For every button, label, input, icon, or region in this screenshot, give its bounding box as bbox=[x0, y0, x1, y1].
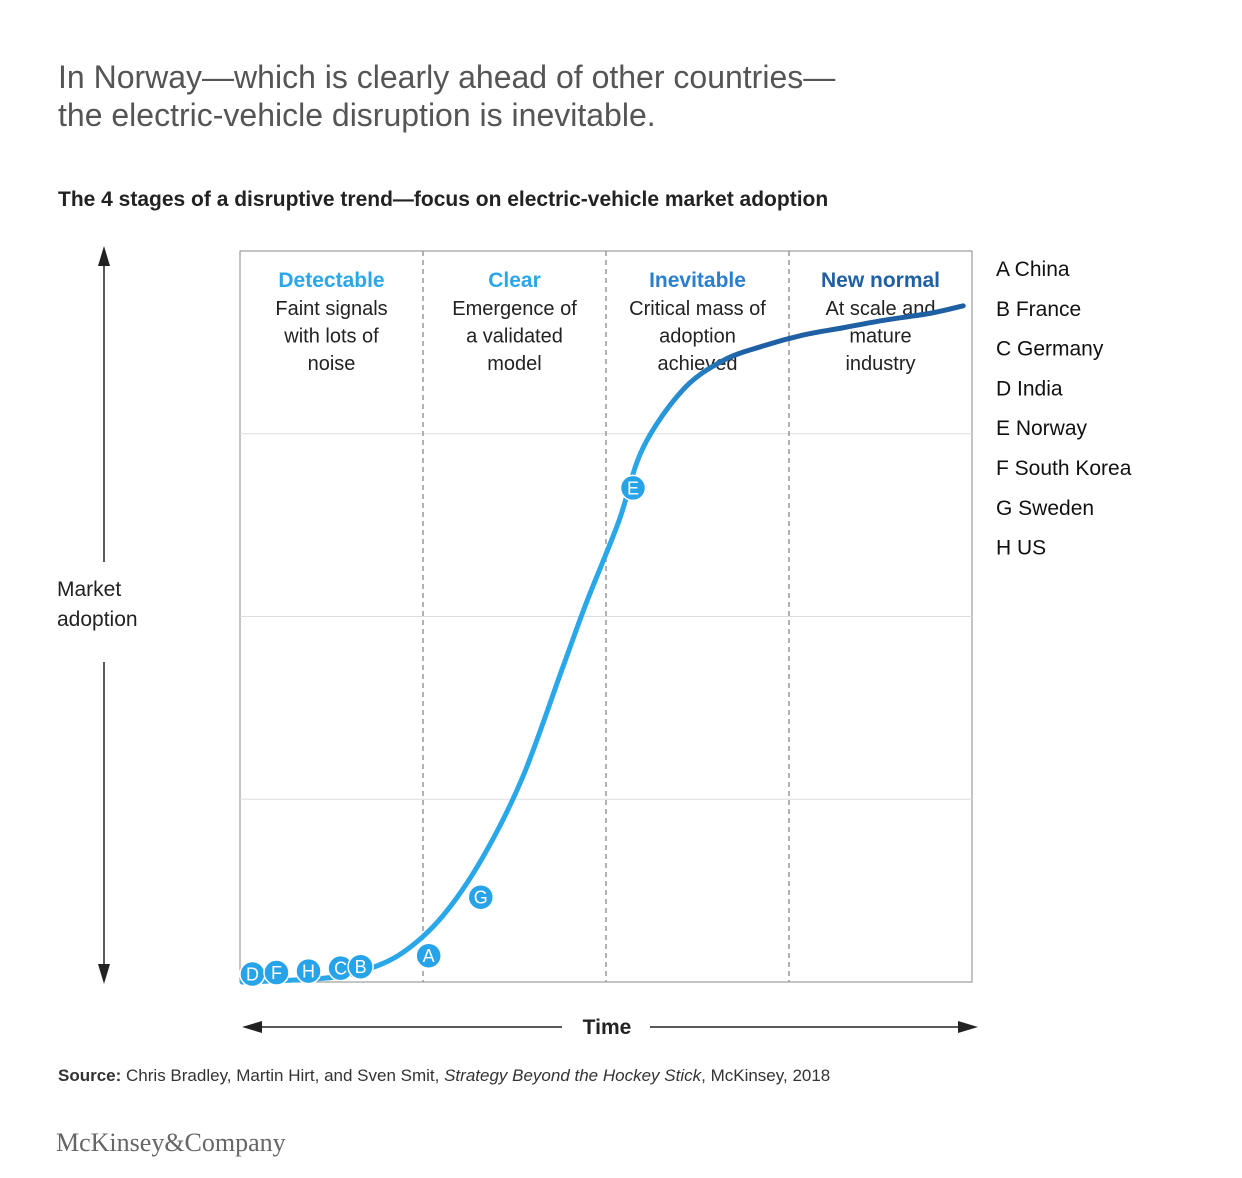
stage-title-3: Inevitable bbox=[649, 269, 746, 292]
adoption-chart: Detectable Faint signals with lots of noise… bbox=[0, 0, 1242, 1060]
stage-title-2: Clear bbox=[488, 269, 541, 292]
stage-desc-2-line-3: model bbox=[487, 353, 541, 375]
marker-label-H: H bbox=[302, 962, 315, 982]
stage-desc-4-line-3: industry bbox=[845, 353, 915, 375]
stage-desc-3-line-1: Critical mass of bbox=[629, 298, 766, 320]
y-axis-arrow-down bbox=[98, 964, 110, 984]
stage-desc-2-line-2: a validated bbox=[466, 326, 563, 348]
marker-label-F: F bbox=[271, 963, 282, 983]
source-rest: , McKinsey, 2018 bbox=[701, 1066, 830, 1085]
source-authors: Chris Bradley, Martin Hirt, and Sven Smi… bbox=[126, 1066, 444, 1085]
legend-item-B: B France bbox=[996, 298, 1081, 321]
y-axis-label-line-1: Market bbox=[57, 578, 121, 601]
x-axis-arrow-right bbox=[958, 1021, 978, 1033]
marker-label-E: E bbox=[627, 478, 639, 498]
stage-desc-2-line-1: Emergence of bbox=[452, 298, 577, 320]
marker-label-D: D bbox=[246, 965, 259, 985]
mckinsey-logo: McKinsey&Company bbox=[56, 1128, 286, 1158]
legend-item-A: A China bbox=[996, 258, 1070, 281]
stage-desc-3-line-2: adoption bbox=[659, 326, 736, 348]
source-book-title: Strategy Beyond the Hockey Stick bbox=[444, 1066, 701, 1085]
stage-desc-1-line-3: noise bbox=[308, 353, 356, 375]
stage-desc-3-line-3: achieved bbox=[657, 353, 737, 375]
marker-label-B: B bbox=[355, 957, 367, 977]
x-axis-arrow-left bbox=[242, 1021, 262, 1033]
source-label: Source: bbox=[58, 1066, 121, 1085]
legend-item-D: D India bbox=[996, 377, 1063, 400]
x-axis-label: Time bbox=[583, 1016, 632, 1039]
stage-title-1: Detectable bbox=[278, 269, 384, 292]
stage-desc-1-line-1: Faint signals bbox=[275, 298, 387, 320]
stage-desc-4-line-2: mature bbox=[849, 326, 911, 348]
adoption-curve bbox=[242, 306, 963, 982]
y-axis-label-line-2: adoption bbox=[57, 608, 138, 631]
source-note: Source: Chris Bradley, Martin Hirt, and … bbox=[58, 1066, 830, 1086]
legend-item-C: C Germany bbox=[996, 338, 1104, 361]
legend-item-E: E Norway bbox=[996, 417, 1088, 440]
marker-label-G: G bbox=[474, 888, 488, 908]
stage-title-4: New normal bbox=[821, 269, 940, 292]
stage-desc-1-line-2: with lots of bbox=[283, 326, 379, 348]
legend-item-F: F South Korea bbox=[996, 457, 1132, 480]
marker-label-A: A bbox=[423, 946, 435, 966]
legend-item-G: G Sweden bbox=[996, 497, 1094, 520]
legend-item-H: H US bbox=[996, 537, 1046, 560]
y-axis-arrow-up bbox=[98, 246, 110, 266]
marker-label-C: C bbox=[334, 959, 347, 979]
